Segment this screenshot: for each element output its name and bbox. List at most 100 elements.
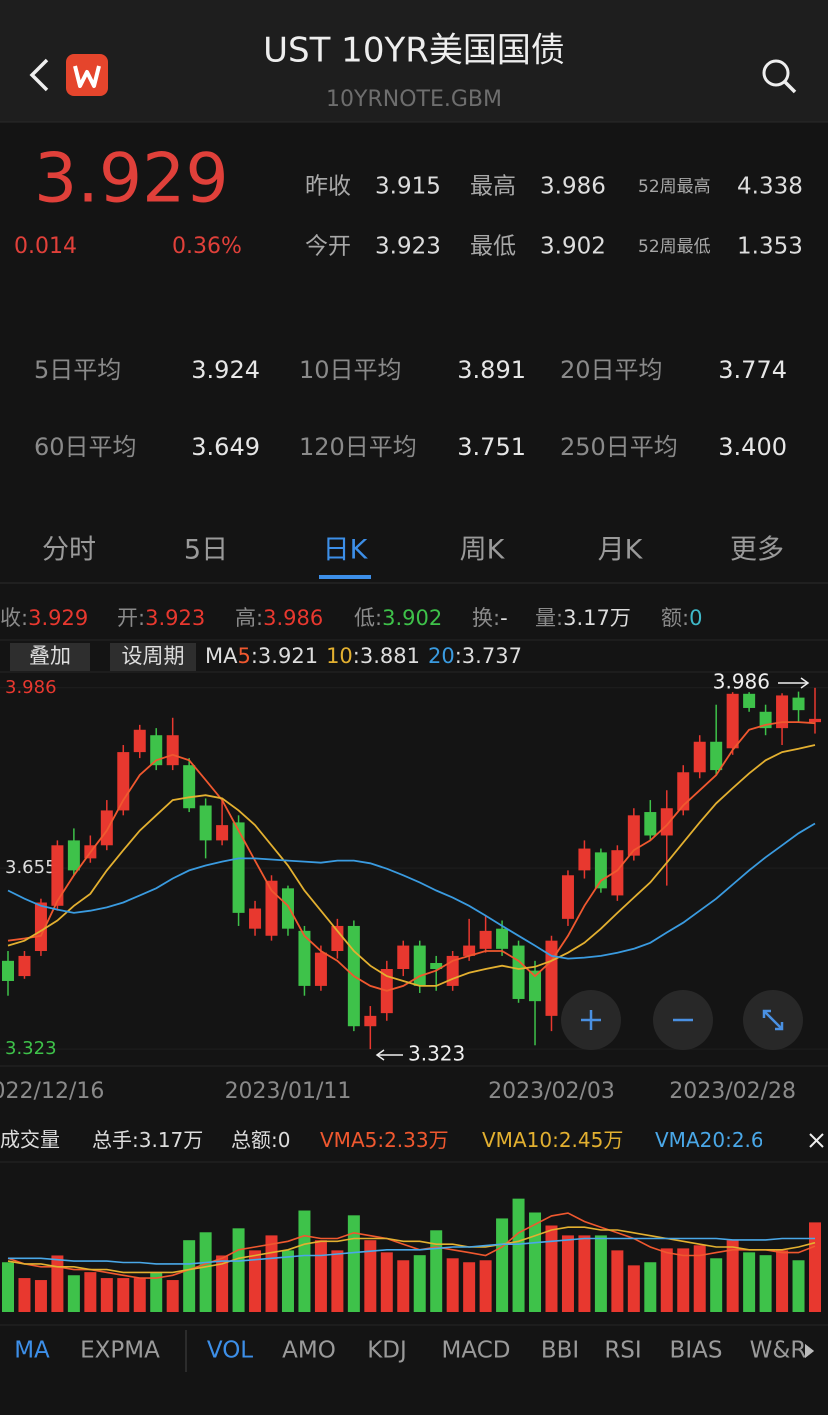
price-change: 0.014 — [14, 234, 77, 259]
ma-line — [7, 822, 816, 960]
info-label: 开: — [117, 606, 145, 630]
legend-name: VMA10 — [482, 1128, 552, 1152]
period-tab[interactable]: 分时 — [42, 535, 96, 566]
volume-bar — [627, 1265, 640, 1312]
candle-body — [594, 852, 607, 889]
indicator-tab[interactable]: AMO — [282, 1338, 336, 1364]
volume-info-value: 0 — [278, 1128, 291, 1152]
stat-value: 3.923 — [375, 234, 441, 260]
candle-body — [216, 825, 229, 841]
indicator-tab[interactable]: RSI — [604, 1338, 641, 1364]
volume-bar — [496, 1218, 509, 1312]
average-label: 120日平均 — [299, 433, 417, 461]
average-value: 3.649 — [191, 433, 260, 461]
volume-bar — [710, 1258, 723, 1312]
average-value: 3.751 — [457, 433, 526, 461]
volume-bar — [792, 1260, 805, 1312]
stat-label: 最高 — [470, 174, 516, 200]
period-tab[interactable]: 日K — [323, 535, 369, 566]
volume-bar — [512, 1198, 525, 1312]
volume-bar — [776, 1250, 789, 1312]
app-logo[interactable] — [66, 54, 108, 96]
candle-body — [512, 945, 525, 999]
info-label: 低: — [354, 606, 382, 630]
info-label: 收: — [0, 606, 28, 630]
marker-arrow — [375, 1049, 385, 1061]
candle-body — [150, 735, 163, 766]
indicator-tab[interactable]: KDJ — [367, 1338, 407, 1364]
info-label: 高: — [235, 606, 263, 630]
period-tab[interactable]: 5日 — [184, 535, 228, 566]
candle-body — [561, 875, 574, 919]
indicator-tab[interactable]: MACD — [442, 1338, 511, 1364]
info-value: 3.929 — [28, 606, 88, 630]
info-value: 3.986 — [263, 606, 323, 630]
toolbar-button[interactable]: 叠加 — [29, 644, 71, 668]
period-tab[interactable]: 月K — [598, 535, 644, 566]
volume-info: 总手:3.17万 — [92, 1128, 203, 1152]
indicator-tab[interactable]: W&R — [750, 1338, 807, 1364]
header-bar — [0, 0, 828, 122]
stat-value: 3.902 — [540, 234, 606, 260]
info-label: 量: — [535, 606, 563, 630]
legend-name: VMA5 — [320, 1128, 377, 1152]
volume-bar — [34, 1280, 47, 1312]
ma-value: :3.737 — [455, 644, 522, 668]
candle-body — [183, 765, 196, 809]
volume-ma-line — [7, 1212, 816, 1279]
search-button[interactable] — [762, 59, 797, 94]
toolbar-button[interactable]: 设周期 — [122, 644, 185, 668]
volume-bar — [331, 1250, 344, 1312]
stat-value: 3.986 — [540, 174, 606, 200]
candle-body — [726, 693, 739, 749]
volume-bar — [545, 1225, 558, 1312]
candle-body — [496, 928, 509, 949]
indicator-tab[interactable]: EXPMA — [80, 1338, 160, 1364]
scroll-arrow[interactable] — [805, 1344, 814, 1358]
x-tick-label: 2023/02/28 — [669, 1079, 796, 1104]
price-change-pct: 0.36% — [172, 234, 242, 259]
period-tab[interactable]: 更多 — [730, 535, 784, 566]
indicator-tab[interactable]: BBI — [541, 1338, 579, 1364]
candle-body — [611, 850, 624, 896]
x-tick-label: 2023/02/03 — [488, 1079, 615, 1104]
quote-info: 高:3.986 — [235, 606, 323, 630]
average-label: 60日平均 — [34, 433, 137, 461]
zoom-button[interactable] — [561, 990, 621, 1050]
info-value: 3.902 — [382, 606, 442, 630]
candle-body — [529, 970, 542, 1002]
ma-prefix: MA — [205, 644, 238, 668]
candle-body — [792, 697, 805, 711]
stat-value: 3.915 — [375, 174, 441, 200]
quote-info: 换:- — [472, 606, 508, 630]
volume-bar — [463, 1262, 476, 1312]
period-tab[interactable]: 周K — [460, 535, 506, 566]
back-button[interactable] — [29, 58, 49, 92]
candle-body — [545, 940, 558, 1016]
volume-bar — [644, 1262, 657, 1312]
volume-bar — [133, 1278, 146, 1312]
volume-bar — [594, 1235, 607, 1312]
zoom-button[interactable] — [653, 990, 713, 1050]
volume-bar — [199, 1232, 212, 1312]
search-handle — [783, 80, 797, 94]
volume-bar — [183, 1240, 196, 1312]
candle-body — [314, 952, 327, 986]
indicator-tab[interactable]: MA — [14, 1338, 50, 1364]
volume-bar — [84, 1272, 97, 1312]
average-value: 3.400 — [718, 433, 787, 461]
candle-body — [331, 925, 344, 952]
volume-bar — [693, 1245, 706, 1312]
volume-info-label: 总额: — [231, 1128, 278, 1152]
indicator-tab[interactable]: VOL — [207, 1338, 253, 1364]
quote-info: 量:3.17万 — [535, 606, 631, 630]
zoom-button[interactable] — [743, 990, 803, 1050]
indicator-tab[interactable]: BIAS — [670, 1338, 723, 1364]
candle-body — [67, 840, 80, 871]
volume-bar — [578, 1235, 591, 1312]
last-price: 3.929 — [34, 140, 229, 219]
high-marker: 3.986 — [713, 670, 770, 694]
candle-body — [809, 718, 821, 723]
